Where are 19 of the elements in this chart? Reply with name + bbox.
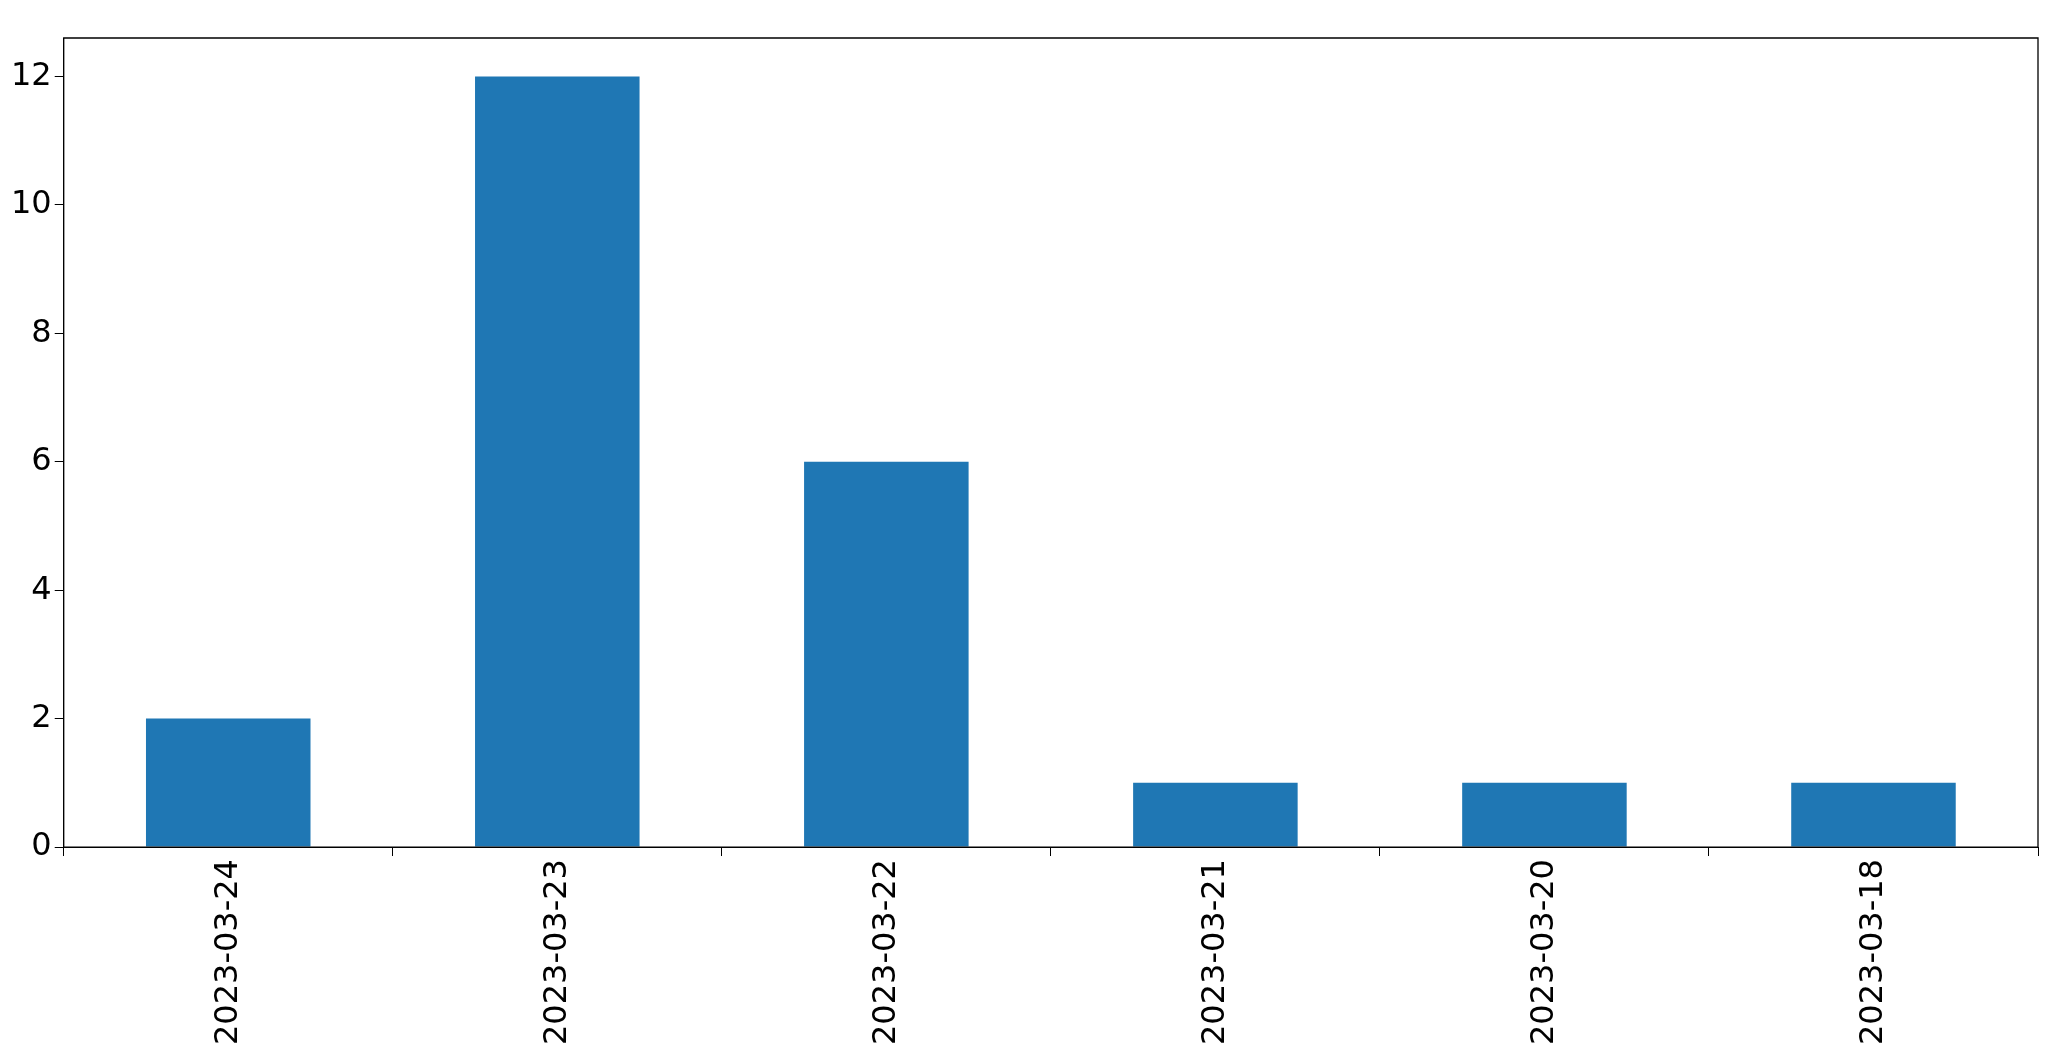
x-tick-label: 2023-03-21 — [1193, 859, 1232, 1045]
y-tick-label: 4 — [31, 568, 52, 607]
bar — [145, 718, 311, 847]
y-tick-label: 2 — [31, 696, 52, 735]
y-tick-label: 12 — [11, 54, 52, 93]
y-tick-label: 8 — [31, 311, 52, 350]
x-tick-label: 2023-03-23 — [535, 859, 574, 1045]
x-tick-label: 2023-03-20 — [1522, 859, 1561, 1045]
bar — [804, 461, 969, 847]
x-tick-label: 2023-03-18 — [1851, 859, 1890, 1045]
bar — [1133, 782, 1298, 847]
bar — [1462, 782, 1627, 847]
x-tick-label: 2023-03-24 — [206, 859, 245, 1045]
y-tick-label: 6 — [31, 440, 52, 479]
y-tick-label: 0 — [31, 825, 52, 864]
x-tick-label: 2023-03-22 — [864, 859, 903, 1045]
y-tick-label: 10 — [11, 183, 52, 222]
bar — [1791, 782, 1956, 847]
bar — [475, 76, 640, 847]
